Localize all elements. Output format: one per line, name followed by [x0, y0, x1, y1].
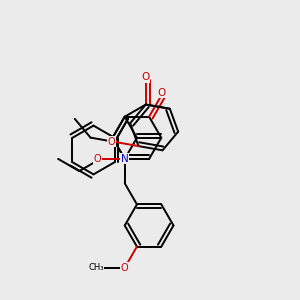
Text: O: O	[157, 88, 165, 98]
Text: O: O	[121, 263, 128, 273]
Text: CH₃: CH₃	[88, 263, 104, 272]
Text: O: O	[108, 137, 116, 147]
Text: N: N	[121, 154, 129, 164]
Text: O: O	[94, 154, 101, 164]
Text: O: O	[142, 72, 150, 82]
